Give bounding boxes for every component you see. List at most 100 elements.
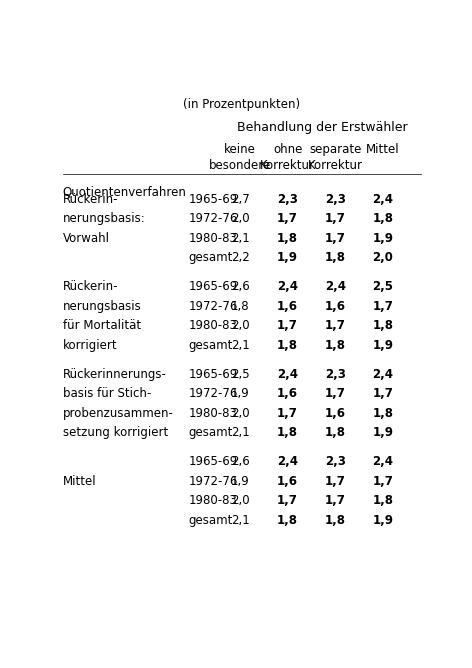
Text: 1980-83: 1980-83: [189, 407, 238, 420]
Text: Vorwahl: Vorwahl: [63, 232, 110, 245]
Text: 2,5: 2,5: [231, 367, 249, 381]
Text: 1,9: 1,9: [372, 232, 393, 245]
Text: 2,5: 2,5: [372, 281, 393, 293]
Text: (in Prozentpunkten): (in Prozentpunkten): [183, 98, 301, 111]
Text: 2,4: 2,4: [325, 281, 346, 293]
Text: Rückerinnerungs-: Rückerinnerungs-: [63, 367, 167, 381]
Text: 1965-69: 1965-69: [189, 455, 238, 468]
Text: besondere: besondere: [209, 160, 271, 172]
Text: korrigiert: korrigiert: [63, 339, 117, 352]
Text: 2,6: 2,6: [231, 281, 249, 293]
Text: 1965-69: 1965-69: [189, 367, 238, 381]
Text: 1980-83: 1980-83: [189, 319, 238, 333]
Text: 1,9: 1,9: [231, 387, 249, 400]
Text: Rückerin-: Rückerin-: [63, 193, 118, 206]
Text: setzung korrigiert: setzung korrigiert: [63, 426, 168, 440]
Text: 1,7: 1,7: [325, 475, 346, 488]
Text: 1,8: 1,8: [277, 514, 298, 527]
Text: 1,8: 1,8: [277, 232, 298, 245]
Text: 1,7: 1,7: [325, 232, 346, 245]
Text: basis für Stich-: basis für Stich-: [63, 387, 151, 400]
Text: 2,0: 2,0: [231, 212, 249, 225]
Text: 1,8: 1,8: [372, 494, 393, 507]
Text: 1,8: 1,8: [325, 251, 346, 265]
Text: 1,8: 1,8: [325, 426, 346, 440]
Text: nerungsbasis: nerungsbasis: [63, 300, 142, 313]
Text: 1972-76: 1972-76: [189, 300, 238, 313]
Text: 1,6: 1,6: [277, 475, 298, 488]
Text: 2,0: 2,0: [372, 251, 393, 265]
Text: 1,8: 1,8: [277, 426, 298, 440]
Text: 1965-69: 1965-69: [189, 281, 238, 293]
Text: gesamt: gesamt: [189, 514, 233, 527]
Text: 2,0: 2,0: [231, 494, 249, 507]
Text: 1,7: 1,7: [277, 319, 298, 333]
Text: 2,4: 2,4: [277, 367, 298, 381]
Text: 1,9: 1,9: [372, 426, 393, 440]
Text: 2,3: 2,3: [325, 455, 346, 468]
Text: 1,7: 1,7: [372, 475, 393, 488]
Text: 1,9: 1,9: [277, 251, 298, 265]
Text: 2,1: 2,1: [231, 232, 249, 245]
Text: 2,4: 2,4: [372, 455, 393, 468]
Text: 1,8: 1,8: [277, 339, 298, 352]
Text: 2,1: 2,1: [231, 339, 249, 352]
Text: 2,3: 2,3: [325, 193, 346, 206]
Text: 2,4: 2,4: [277, 455, 298, 468]
Text: 2,7: 2,7: [231, 193, 249, 206]
Text: 1,8: 1,8: [372, 212, 393, 225]
Text: Quotientenverfahren: Quotientenverfahren: [63, 185, 186, 198]
Text: keine: keine: [224, 143, 256, 156]
Text: 1,7: 1,7: [277, 494, 298, 507]
Text: 1,7: 1,7: [325, 319, 346, 333]
Text: 1,7: 1,7: [372, 300, 393, 313]
Text: 1,7: 1,7: [325, 212, 346, 225]
Text: für Mortalität: für Mortalität: [63, 319, 141, 333]
Text: 2,2: 2,2: [231, 251, 249, 265]
Text: 1,8: 1,8: [231, 300, 249, 313]
Text: 1,6: 1,6: [277, 300, 298, 313]
Text: Behandlung der Erstwähler: Behandlung der Erstwähler: [237, 122, 408, 134]
Text: ohne: ohne: [273, 143, 302, 156]
Text: 2,4: 2,4: [277, 281, 298, 293]
Text: separate: separate: [309, 143, 362, 156]
Text: 1,9: 1,9: [372, 514, 393, 527]
Text: Mittel: Mittel: [366, 143, 399, 156]
Text: 1980-83: 1980-83: [189, 232, 238, 245]
Text: 1972-76: 1972-76: [189, 387, 238, 400]
Text: 2,4: 2,4: [372, 367, 393, 381]
Text: gesamt: gesamt: [189, 426, 233, 440]
Text: 1,7: 1,7: [325, 387, 346, 400]
Text: 1,8: 1,8: [325, 514, 346, 527]
Text: 1,6: 1,6: [325, 407, 346, 420]
Text: gesamt: gesamt: [189, 339, 233, 352]
Text: Korrektur: Korrektur: [308, 160, 362, 172]
Text: 2,6: 2,6: [231, 455, 249, 468]
Text: 2,1: 2,1: [231, 426, 249, 440]
Text: 2,0: 2,0: [231, 407, 249, 420]
Text: 1,6: 1,6: [325, 300, 346, 313]
Text: 1965-69: 1965-69: [189, 193, 238, 206]
Text: probenzusammen-: probenzusammen-: [63, 407, 174, 420]
Text: 1980-83: 1980-83: [189, 494, 238, 507]
Text: 2,3: 2,3: [325, 367, 346, 381]
Text: 1,9: 1,9: [372, 339, 393, 352]
Text: 1,8: 1,8: [372, 319, 393, 333]
Text: 1,7: 1,7: [277, 212, 298, 225]
Text: gesamt: gesamt: [189, 251, 233, 265]
Text: 2,3: 2,3: [277, 193, 298, 206]
Text: Rückerin-: Rückerin-: [63, 281, 118, 293]
Text: Mittel: Mittel: [63, 475, 96, 488]
Text: 1972-76: 1972-76: [189, 475, 238, 488]
Text: 2,4: 2,4: [372, 193, 393, 206]
Text: nerungsbasis:: nerungsbasis:: [63, 212, 145, 225]
Text: Korrektur: Korrektur: [260, 160, 315, 172]
Text: 1,9: 1,9: [231, 475, 249, 488]
Text: 1,7: 1,7: [277, 407, 298, 420]
Text: 1,8: 1,8: [372, 407, 393, 420]
Text: 1,6: 1,6: [277, 387, 298, 400]
Text: 1,7: 1,7: [325, 494, 346, 507]
Text: 2,1: 2,1: [231, 514, 249, 527]
Text: 2,0: 2,0: [231, 319, 249, 333]
Text: 1,7: 1,7: [372, 387, 393, 400]
